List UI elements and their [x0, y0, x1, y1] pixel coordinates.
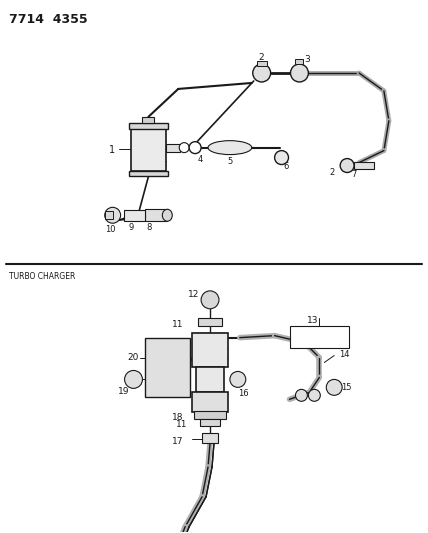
- Text: 3: 3: [304, 55, 310, 64]
- Circle shape: [189, 142, 201, 154]
- Text: 6: 6: [283, 161, 289, 171]
- Text: 14: 14: [339, 350, 350, 359]
- Ellipse shape: [162, 209, 172, 221]
- Text: 7: 7: [351, 169, 357, 179]
- Text: 1: 1: [109, 144, 115, 155]
- Bar: [128, 171, 168, 176]
- Circle shape: [340, 158, 354, 173]
- Text: 13: 13: [307, 316, 319, 325]
- Circle shape: [253, 64, 270, 82]
- Text: 8: 8: [146, 223, 152, 232]
- Text: 2: 2: [259, 53, 265, 62]
- Bar: [128, 123, 168, 129]
- Bar: [131, 127, 166, 171]
- Bar: [192, 392, 228, 412]
- Circle shape: [125, 370, 143, 389]
- Bar: [195, 333, 225, 343]
- Bar: [289, 326, 349, 348]
- Text: 17: 17: [172, 437, 184, 446]
- Bar: [198, 318, 222, 326]
- Bar: [192, 333, 228, 367]
- Text: 2: 2: [329, 167, 335, 176]
- Circle shape: [295, 389, 307, 401]
- Text: 5: 5: [227, 157, 232, 166]
- Text: 12: 12: [188, 290, 199, 299]
- Bar: [295, 59, 303, 64]
- Circle shape: [230, 372, 246, 387]
- Text: TURBO CHARGER: TURBO CHARGER: [9, 272, 76, 281]
- Text: 11: 11: [176, 420, 188, 429]
- Circle shape: [291, 64, 309, 82]
- Text: 18: 18: [172, 413, 184, 422]
- Bar: [124, 211, 146, 221]
- Bar: [200, 419, 220, 426]
- Circle shape: [309, 389, 320, 401]
- Text: 10: 10: [105, 225, 115, 234]
- Bar: [354, 161, 374, 168]
- Bar: [194, 411, 226, 419]
- Circle shape: [326, 379, 342, 395]
- Bar: [196, 367, 224, 392]
- Text: 7714  4355: 7714 4355: [9, 13, 88, 26]
- Bar: [257, 61, 267, 66]
- Bar: [146, 209, 167, 221]
- Text: 9: 9: [128, 223, 134, 232]
- Ellipse shape: [208, 141, 252, 155]
- Text: 20: 20: [128, 352, 139, 361]
- Circle shape: [179, 143, 189, 152]
- Bar: [143, 117, 155, 123]
- Bar: [202, 433, 218, 443]
- Text: 19: 19: [118, 387, 129, 397]
- Circle shape: [275, 151, 288, 165]
- Circle shape: [105, 207, 121, 223]
- Text: 15: 15: [341, 383, 352, 392]
- Text: 4: 4: [198, 155, 203, 164]
- Bar: [105, 211, 113, 219]
- Circle shape: [201, 291, 219, 309]
- Bar: [146, 337, 190, 397]
- Bar: [166, 144, 180, 151]
- Text: 11: 11: [172, 320, 184, 329]
- Text: 16: 16: [238, 389, 249, 398]
